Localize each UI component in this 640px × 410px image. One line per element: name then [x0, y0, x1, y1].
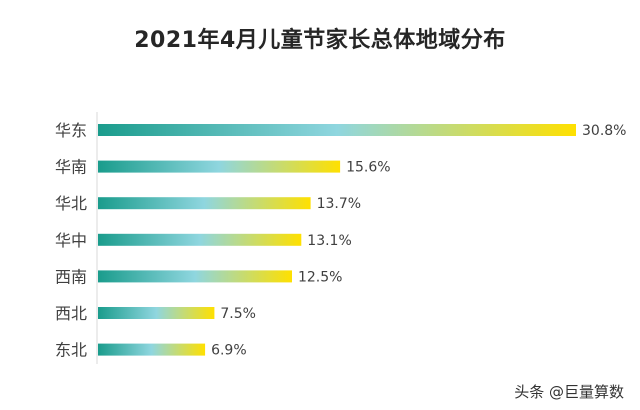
bar: [98, 160, 341, 173]
value-label: 7.5%: [220, 306, 256, 322]
chart-title: 2021年4月儿童节家长总体地域分布: [134, 28, 506, 53]
bar: [98, 343, 206, 356]
watermark: 头条 @巨量算数: [514, 383, 624, 401]
category-label: 华南: [55, 158, 87, 177]
value-label: 30.8%: [582, 123, 626, 139]
category-label: 东北: [55, 341, 87, 360]
category-label: 华中: [55, 231, 87, 250]
value-label: 13.7%: [317, 196, 361, 212]
value-label: 12.5%: [298, 269, 342, 285]
category-label: 西南: [55, 267, 87, 286]
bar: [98, 307, 215, 319]
bar: [98, 124, 576, 136]
category-label: 华北: [55, 194, 87, 213]
category-label: 华东: [55, 121, 87, 140]
value-label: 13.1%: [307, 233, 351, 249]
value-label: 15.6%: [346, 160, 390, 176]
value-label: 6.9%: [211, 343, 247, 359]
bar: [98, 197, 311, 210]
bar: [98, 270, 292, 283]
bar: [98, 233, 302, 246]
category-label: 西北: [55, 304, 87, 323]
